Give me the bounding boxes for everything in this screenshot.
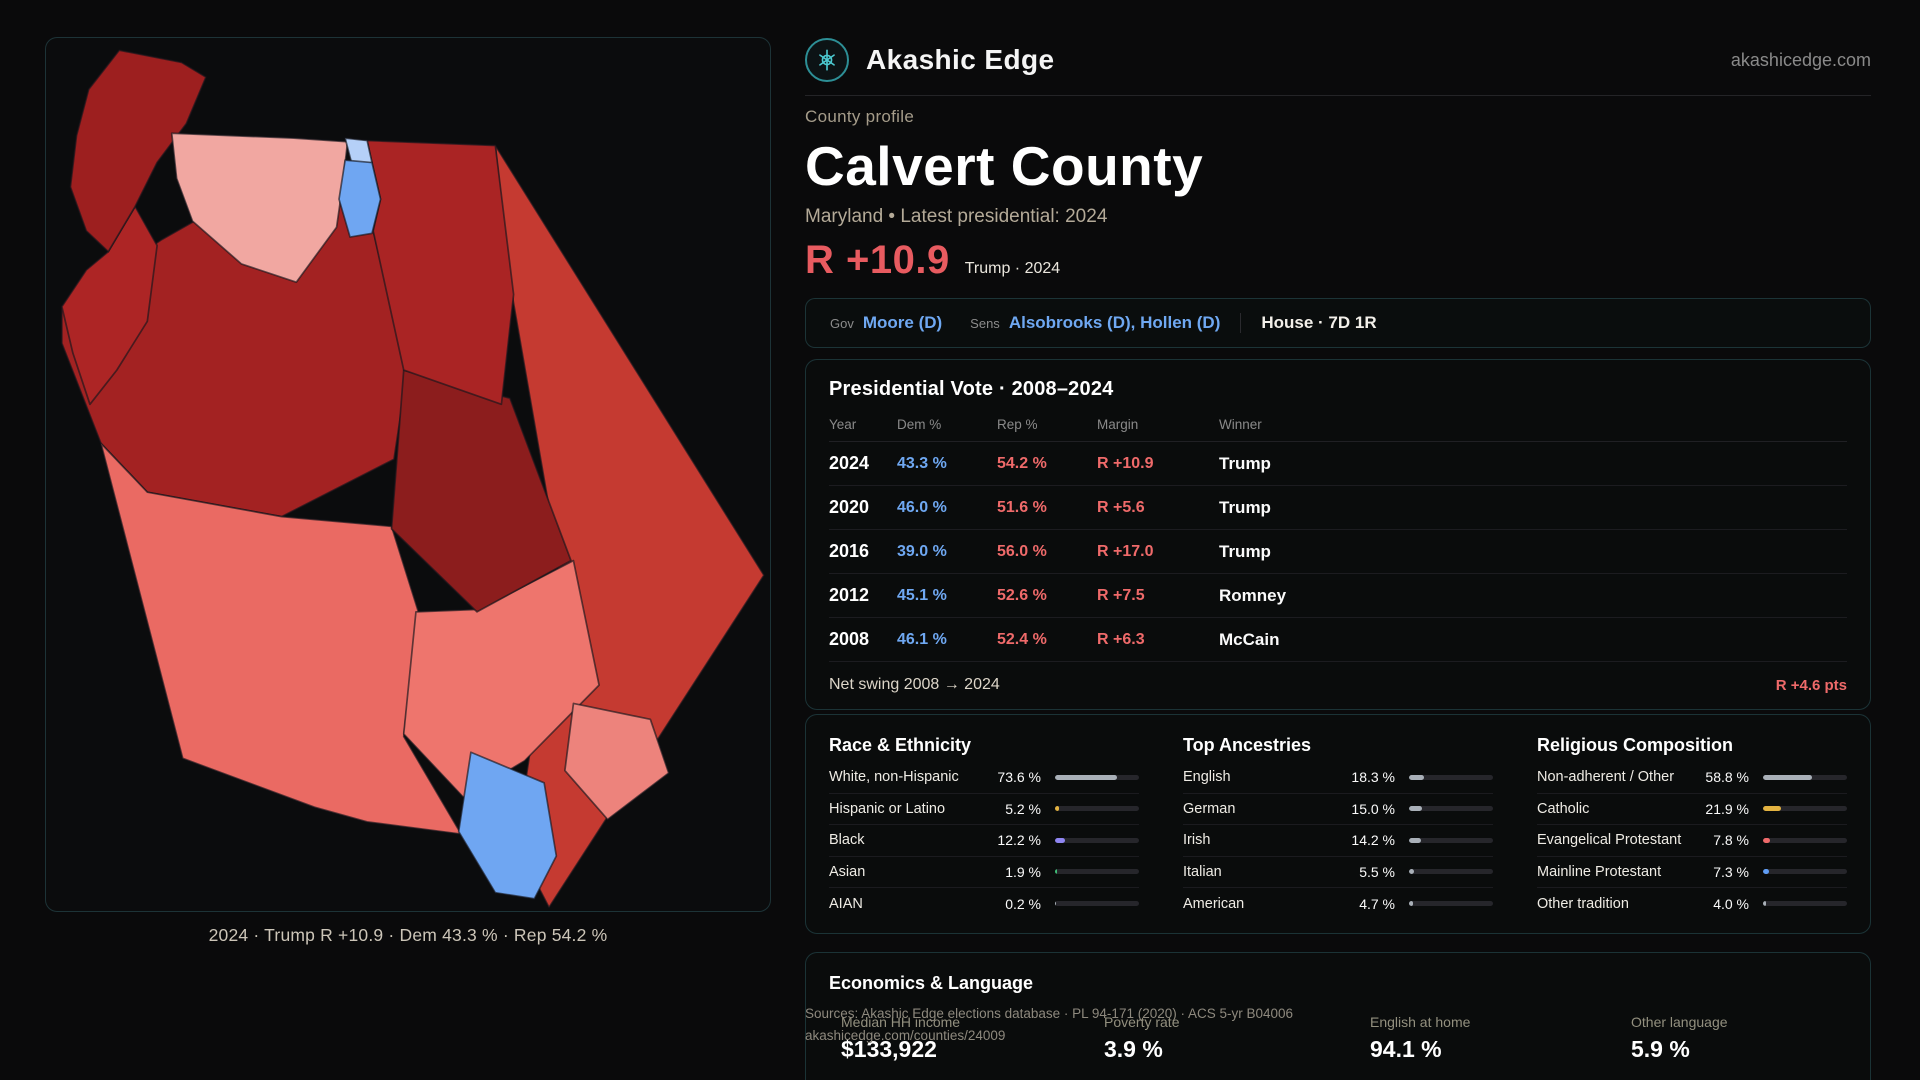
demo-bar (1055, 901, 1139, 907)
page-subtitle: Maryland • Latest presidential: 2024 (805, 206, 1108, 227)
race-ethnicity-column: Race & Ethnicity White, non-Hispanic 73.… (829, 735, 1139, 920)
margin-context: Trump · 2024 (964, 260, 1061, 277)
demo-bar (1763, 869, 1847, 875)
col-winner: Winner (1219, 417, 1262, 432)
map-county-region[interactable] (100, 442, 462, 835)
demo-bar (1763, 806, 1847, 812)
demo-row: Black 12.2 % (829, 825, 1139, 857)
ancestries-column: Top Ancestries English 18.3 % German 15.… (1183, 735, 1493, 920)
col-margin: Margin (1097, 417, 1139, 432)
demo-row: Other tradition 4.0 % (1537, 888, 1847, 920)
map-county-region[interactable] (564, 702, 670, 821)
sources-footer: Sources: Akashic Edge elections database… (805, 1003, 1293, 1047)
col-rep: Rep % (997, 417, 1038, 432)
demographics-panel: Race & Ethnicity White, non-Hispanic 73.… (805, 714, 1871, 934)
sources-line: Sources: Akashic Edge elections database… (805, 1006, 1294, 1021)
vote-table-row: 2020 46.0 % 51.6 % R +5.6 Trump (829, 486, 1847, 530)
net-swing-row: Net swing 2008 → 2024 R +4.6 pts (829, 662, 1847, 709)
sens-value: Alsobrooks (D), Hollen (D) (1008, 313, 1221, 332)
demo-bar (1409, 901, 1493, 907)
religion-column: Religious Composition Non-adherent / Oth… (1537, 735, 1847, 920)
col-dem: Dem % (897, 417, 942, 432)
eyebrow-label: County profile (805, 107, 915, 126)
state-county-map (61, 49, 765, 909)
demo-row: Evangelical Protestant 7.8 % (1537, 825, 1847, 857)
presidential-vote-panel: Presidential Vote · 2008–2024 Year Dem %… (805, 359, 1871, 710)
economics-title: Economics & Language (829, 973, 1034, 993)
state-map-panel (45, 37, 771, 912)
econ-stat: English at home 94.1 % (1370, 1014, 1471, 1062)
col-year: Year (829, 417, 857, 432)
ancestries-title: Top Ancestries (1183, 735, 1312, 755)
race-ethnicity-title: Race & Ethnicity (829, 735, 972, 755)
demo-bar (1409, 837, 1493, 843)
demo-row: Hispanic or Latino 5.2 % (829, 794, 1139, 825)
vote-table-row: 2012 45.1 % 52.6 % R +7.5 Romney (829, 574, 1847, 618)
demo-row: AIAN 0.2 % (829, 888, 1139, 920)
map-county-region[interactable] (170, 132, 349, 284)
economics-stats: Median HH income $133,922 Poverty rate 3… (829, 1014, 1847, 1063)
demo-row: Irish 14.2 % (1183, 825, 1493, 857)
brand-logo-icon (819, 49, 835, 71)
vote-table-row: 2016 39.0 % 56.0 % R +17.0 Trump (829, 530, 1847, 574)
demo-bar (1055, 774, 1139, 780)
demo-bar (1763, 774, 1847, 780)
vote-table-header: Year Dem % Rep % Margin Winner (829, 417, 1847, 442)
demo-row: German 15.0 % (1183, 794, 1493, 825)
demo-row: Mainline Protestant 7.3 % (1537, 857, 1847, 888)
religion-title: Religious Composition (1537, 735, 1733, 755)
demo-bar (1409, 774, 1493, 780)
econ-stat: Other language 5.9 % (1631, 1014, 1728, 1062)
econ-stat: Poverty rate 3.9 % (1104, 1014, 1180, 1062)
app-header: Akashic Edge akashicedge.com (805, 36, 1871, 84)
officials-bar: Gov Moore (D) Sens Alsobrooks (D), Holle… (805, 298, 1871, 348)
demo-bar (1763, 901, 1847, 907)
page-title: Calvert County (805, 135, 1204, 197)
demo-row: American 4.7 % (1183, 888, 1493, 920)
demo-bar (1055, 806, 1139, 812)
brand-name: Akashic Edge (866, 44, 1055, 75)
demo-row: White, non-Hispanic 73.6 % (829, 762, 1139, 794)
sens-label: Sens (970, 315, 1000, 331)
demo-bar (1763, 837, 1847, 843)
demo-bar (1409, 806, 1493, 812)
margin-value: R +10.9 (805, 238, 950, 282)
vote-table-row: 2024 43.3 % 54.2 % R +10.9 Trump (829, 442, 1847, 486)
vote-table-row: 2008 46.1 % 52.4 % R +6.3 McCain (829, 618, 1847, 662)
map-county-region[interactable] (69, 49, 207, 253)
demo-bar (1055, 837, 1139, 843)
map-county-region[interactable] (338, 159, 382, 238)
demo-row: Italian 5.5 % (1183, 857, 1493, 888)
site-link[interactable]: akashicedge.com (1730, 49, 1871, 70)
demo-row: Catholic 21.9 % (1537, 794, 1847, 825)
net-swing-value: R +4.6 pts (1775, 676, 1847, 694)
demo-bar (1055, 869, 1139, 875)
demo-row: English 18.3 % (1183, 762, 1493, 794)
map-county-region[interactable] (457, 751, 558, 900)
demo-row: Asian 1.9 % (829, 857, 1139, 888)
house-value: House · 7D 1R (1240, 313, 1377, 333)
vote-panel-title: Presidential Vote · 2008–2024 (829, 378, 1114, 400)
gov-label: Gov (830, 315, 854, 331)
brand-logo[interactable] (805, 38, 849, 82)
map-county-region[interactable] (61, 205, 158, 406)
economics-panel: Economics & Language Median HH income $1… (805, 952, 1871, 1080)
econ-stat: Median HH income $133,922 (841, 1014, 961, 1062)
demo-bar (1409, 869, 1493, 875)
gov-value: Moore (D) (862, 313, 943, 332)
header-divider (805, 95, 1871, 96)
permalink[interactable]: akashicedge.com/counties/24009 (805, 1028, 1006, 1043)
net-swing-label: Net swing 2008 → 2024 (829, 676, 1000, 693)
map-caption: 2024 · Trump R +10.9 · Dem 43.3 % · Rep … (208, 925, 608, 945)
demo-row: Non-adherent / Other 58.8 % (1537, 762, 1847, 794)
headline-margin: R +10.9 Trump · 2024 (805, 238, 1060, 283)
